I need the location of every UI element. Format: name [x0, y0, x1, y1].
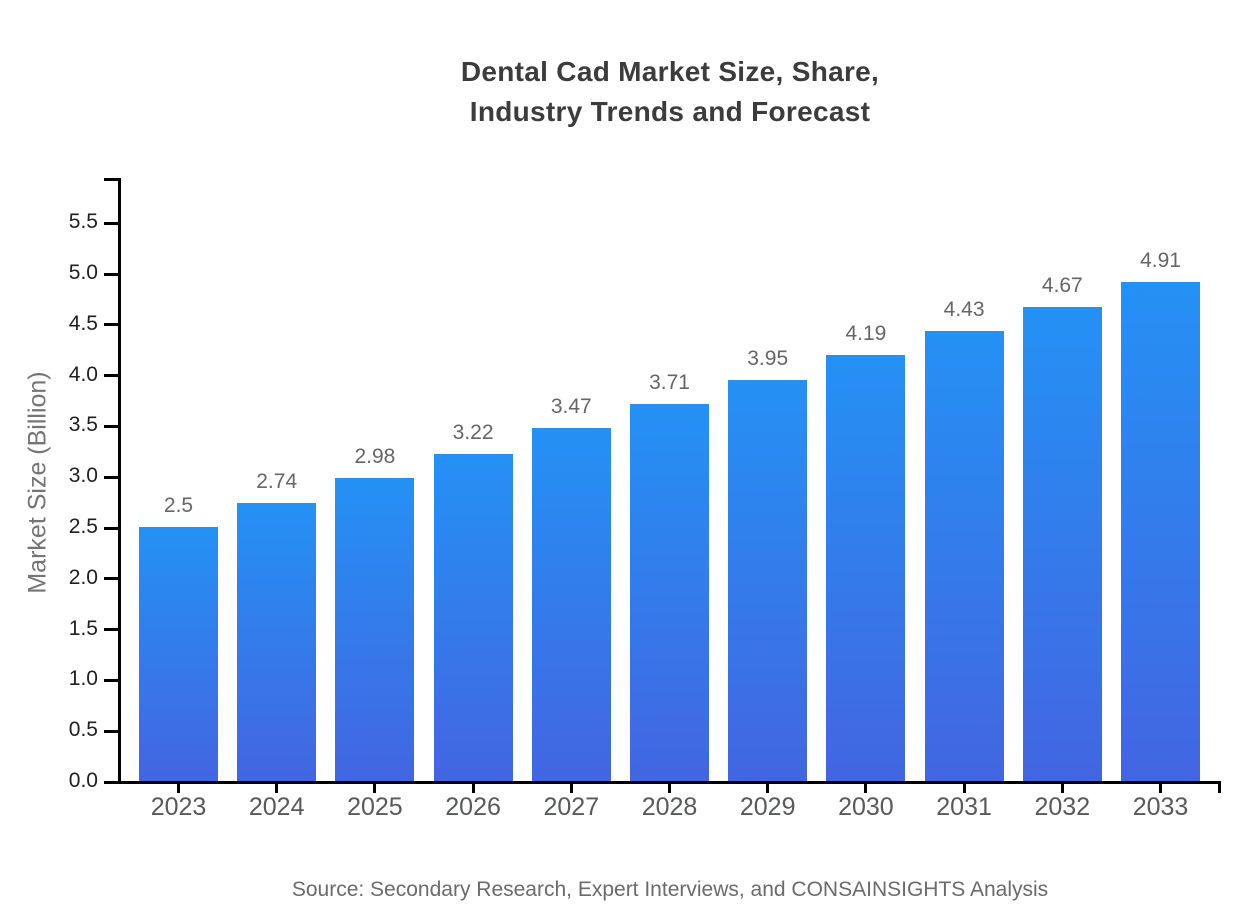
y-tick [104, 374, 118, 378]
y-tick [104, 272, 118, 276]
bar-value-label: 2.98 [354, 445, 396, 469]
y-tick [104, 780, 118, 784]
y-tick-label: 3.0 [68, 464, 98, 488]
y-tick [104, 678, 118, 682]
y-tick [104, 424, 118, 428]
bar-value-label: 4.67 [1041, 273, 1083, 297]
y-axis-endcap [104, 178, 121, 181]
bar [335, 478, 415, 781]
x-axis-endcap [1218, 781, 1221, 793]
y-tick-label: 0.5 [68, 718, 98, 742]
x-tick-label: 2031 [936, 793, 992, 821]
bar-value-label: 3.71 [649, 371, 690, 395]
y-tick-label: 1.5 [68, 616, 98, 640]
y-tick [104, 628, 118, 632]
chart-title-line2: Industry Trends and Forecast [469, 96, 871, 127]
bar [531, 428, 611, 781]
bar-value-label: 3.22 [452, 420, 494, 444]
x-tick [471, 784, 475, 793]
chart-title-line1: Dental Cad Market Size, Share, [460, 56, 880, 87]
x-tick [668, 784, 671, 793]
bar [826, 355, 906, 781]
bar-value-label: 3.47 [550, 395, 592, 419]
y-tick [104, 729, 118, 733]
bar [139, 527, 218, 781]
y-tick [104, 526, 118, 530]
x-tick-label: 2026 [445, 793, 501, 821]
y-tick-label: 0.0 [68, 769, 98, 792]
x-tick [373, 784, 377, 793]
bar-value-label: 4.19 [845, 322, 887, 346]
bar-value-label: 3.95 [747, 346, 789, 370]
bar-value-label: 2.5 [163, 494, 194, 517]
bar [924, 330, 1004, 781]
y-axis-line [118, 178, 121, 783]
y-tick [104, 221, 118, 225]
x-tick-label: 2028 [641, 793, 698, 821]
x-tick [766, 784, 770, 793]
chart-title: Dental Cad Market Size, Share, Industry … [0, 52, 1260, 132]
x-tick-label: 2023 [150, 793, 207, 821]
x-tick [275, 784, 279, 793]
bar [1022, 306, 1102, 781]
x-axis-line [118, 781, 1221, 784]
x-tick-label: 2030 [838, 793, 894, 821]
x-tick-label: 2029 [739, 793, 796, 821]
x-tick [569, 784, 573, 793]
source-note: Source: Secondary Research, Expert Inter… [291, 878, 1049, 901]
y-tick-label: 2.5 [68, 515, 98, 538]
bar [630, 404, 709, 781]
bar [1121, 282, 1200, 781]
y-tick [104, 323, 118, 327]
x-tick-label: 2033 [1132, 793, 1189, 821]
y-tick-label: 2.0 [68, 565, 98, 589]
y-tick [104, 475, 118, 479]
y-tick-label: 3.5 [68, 413, 98, 437]
x-tick-label: 2024 [248, 793, 305, 821]
bar [237, 502, 317, 781]
x-tick [864, 784, 868, 793]
x-tick-label: 2027 [543, 793, 600, 821]
bar [433, 453, 513, 781]
x-tick [962, 784, 966, 793]
y-tick-label: 4.0 [68, 362, 98, 386]
bar-value-label: 4.43 [943, 297, 985, 321]
x-tick [1159, 784, 1162, 793]
bar-value-label: 2.74 [256, 469, 298, 493]
y-tick [104, 577, 118, 581]
bar-value-label: 4.91 [1140, 249, 1181, 273]
y-tick-label: 4.5 [68, 311, 98, 335]
x-tick-label: 2032 [1034, 793, 1091, 821]
y-tick-label: 5.5 [68, 210, 98, 234]
y-tick-label: 1.0 [68, 667, 98, 691]
y-tick-label: 5.0 [68, 261, 98, 284]
bar [728, 379, 808, 781]
x-tick-label: 2025 [347, 793, 403, 821]
x-tick [1060, 784, 1064, 793]
x-tick [177, 784, 180, 793]
